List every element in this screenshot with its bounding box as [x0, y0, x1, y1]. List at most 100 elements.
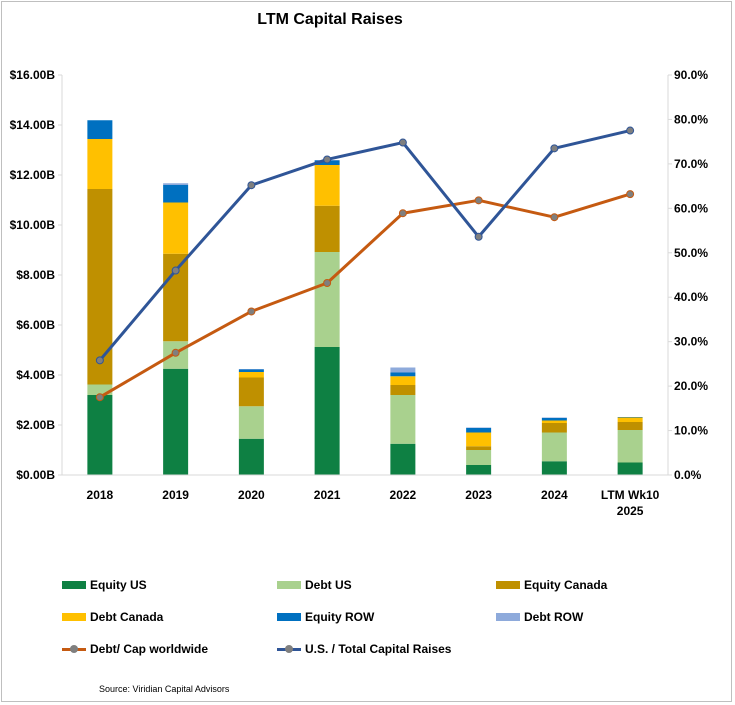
- point-debt-cap-worldwide-4: [398, 209, 407, 218]
- point-debt-cap-worldwide-1: [171, 348, 180, 357]
- bar-debt-us-5: [466, 450, 492, 465]
- bar-debt-canada-3: [314, 165, 340, 206]
- x-tick-label: 2020: [238, 488, 265, 502]
- point-debt-cap-worldwide-7: [626, 190, 635, 199]
- bar-debt-us-3: [314, 252, 340, 347]
- legend-label: Debt/ Cap worldwide: [90, 642, 209, 656]
- bar-debt-canada-0: [87, 139, 113, 189]
- bar-equity-row-4: [390, 372, 416, 377]
- legend-line-marker: [62, 644, 86, 654]
- y-left-tick-label: $0.00B: [16, 468, 55, 482]
- y-right-tick-label: 10.0%: [674, 424, 708, 438]
- legend-label: Equity US: [90, 578, 147, 592]
- chart-title: LTM Capital Raises: [257, 11, 403, 28]
- point-debt-cap-worldwide-6: [550, 213, 559, 222]
- bar-equity-row-1: [163, 185, 189, 203]
- point-u-s-total-capital-raises-4: [398, 138, 407, 147]
- y-left-tick-label: $8.00B: [16, 268, 55, 282]
- label-layer: $0.00B $2.00B $4.00B $6.00B $8.00B $10.00B $12…: [10, 68, 709, 518]
- bar-debt-us-6: [541, 432, 567, 462]
- point-debt-cap-worldwide-5: [474, 196, 483, 205]
- legend-swatch: [496, 613, 520, 621]
- y-right-tick-label: 60.0%: [674, 201, 708, 215]
- bar-equity-canada-6: [541, 423, 567, 433]
- point-u-s-total-capital-raises-6: [550, 144, 559, 153]
- bar-debt-row-1: [163, 183, 189, 185]
- point-u-s-total-capital-raises-3: [323, 155, 332, 164]
- legend-item-debt-cap-worldwide: Debt/ Cap worldwide: [62, 642, 208, 656]
- bar-equity-canada-2: [238, 377, 264, 407]
- legend-swatch: [62, 613, 86, 621]
- source-note: Source: Viridian Capital Advisors: [99, 684, 230, 694]
- bar-equity-row-5: [466, 428, 492, 433]
- y-left-tick-label: $14.00B: [10, 118, 56, 132]
- point-u-s-total-capital-raises-7: [626, 126, 635, 135]
- legend-line-marker: [277, 644, 301, 654]
- legend-label: U.S. / Total Capital Raises: [305, 642, 452, 656]
- legend-item-equity-row: Equity ROW: [277, 610, 374, 624]
- legend-item-equity-canada: Equity Canada: [496, 578, 607, 592]
- bar-debt-us-2: [238, 406, 264, 439]
- bar-equity-us-0: [87, 395, 113, 475]
- legend-swatch: [62, 581, 86, 589]
- legend-item-debt-row: Debt ROW: [496, 610, 583, 624]
- bar-debt-row-5: [466, 427, 492, 428]
- point-u-s-total-capital-raises-5: [474, 232, 483, 241]
- x-tick-label: LTM Wk10 2025: [601, 488, 660, 518]
- y-right-tick-label: 80.0%: [674, 112, 708, 126]
- point-u-s-total-capital-raises-1: [171, 266, 180, 275]
- legend-label: Debt Canada: [90, 610, 164, 624]
- bar-equity-us-2: [238, 438, 264, 475]
- bar-equity-us-6: [541, 461, 567, 475]
- point-debt-cap-worldwide-3: [323, 279, 332, 287]
- bar-debt-canada-1: [163, 202, 189, 254]
- bar-equity-us-1: [163, 368, 189, 475]
- legend-swatch: [496, 581, 520, 589]
- legend-item-debt-canada: Debt Canada: [62, 610, 163, 624]
- x-tick-label: 2021: [314, 488, 341, 502]
- point-u-s-total-capital-raises-2: [247, 181, 256, 190]
- y-right-tick-label: 30.0%: [674, 335, 708, 349]
- y-left-tick-label: $12.00B: [10, 168, 56, 182]
- bar-debt-row-4: [390, 367, 416, 373]
- bar-equity-us-5: [466, 465, 492, 475]
- point-debt-cap-worldwide-0: [95, 393, 104, 402]
- bar-equity-row-0: [87, 120, 113, 139]
- bar-layer: [87, 120, 643, 475]
- y-left-tick-label: $2.00B: [16, 418, 55, 432]
- bar-debt-us-4: [390, 395, 416, 444]
- line-debt-cap-worldwide: [99, 192, 631, 399]
- point-debt-cap-worldwide-2: [247, 307, 256, 316]
- y-right-tick-label: 50.0%: [674, 246, 708, 260]
- bar-equity-canada-5: [466, 446, 492, 450]
- bar-equity-us-4: [390, 443, 416, 475]
- x-tick-label: 2024: [541, 488, 568, 502]
- y-left-tick-label: $4.00B: [16, 368, 55, 382]
- y-right-tick-label: 0.0%: [674, 468, 702, 482]
- bar-equity-us-3: [314, 347, 340, 475]
- line-u-s-total-capital-raises: [98, 129, 631, 362]
- bar-equity-row-7: [617, 417, 643, 418]
- bar-debt-row-6: [541, 417, 567, 418]
- line-layer: [95, 126, 635, 402]
- x-tick-label: 2019: [162, 488, 189, 502]
- bar-debt-canada-5: [466, 432, 492, 447]
- bar-debt-canada-2: [238, 372, 264, 378]
- bar-debt-us-7: [617, 430, 643, 463]
- bar-equity-canada-0: [87, 189, 113, 385]
- y-right-tick-label: 20.0%: [674, 379, 708, 393]
- bar-equity-row-6: [541, 418, 567, 421]
- legend-label: Debt ROW: [524, 610, 584, 624]
- legend-swatch: [277, 613, 301, 621]
- y-right-tick-label: 70.0%: [674, 157, 708, 171]
- legend-item-us-total-capital-raises: U.S. / Total Capital Raises: [277, 642, 451, 656]
- legend-item-debt-us: Debt US: [277, 578, 352, 592]
- bar-debt-canada-6: [541, 420, 567, 423]
- bar-debt-canada-4: [390, 376, 416, 385]
- legend-label: Equity Canada: [524, 578, 608, 592]
- y-left-tick-label: $10.00B: [10, 218, 56, 232]
- legend-label: Equity ROW: [305, 610, 375, 624]
- legend-swatch: [277, 581, 301, 589]
